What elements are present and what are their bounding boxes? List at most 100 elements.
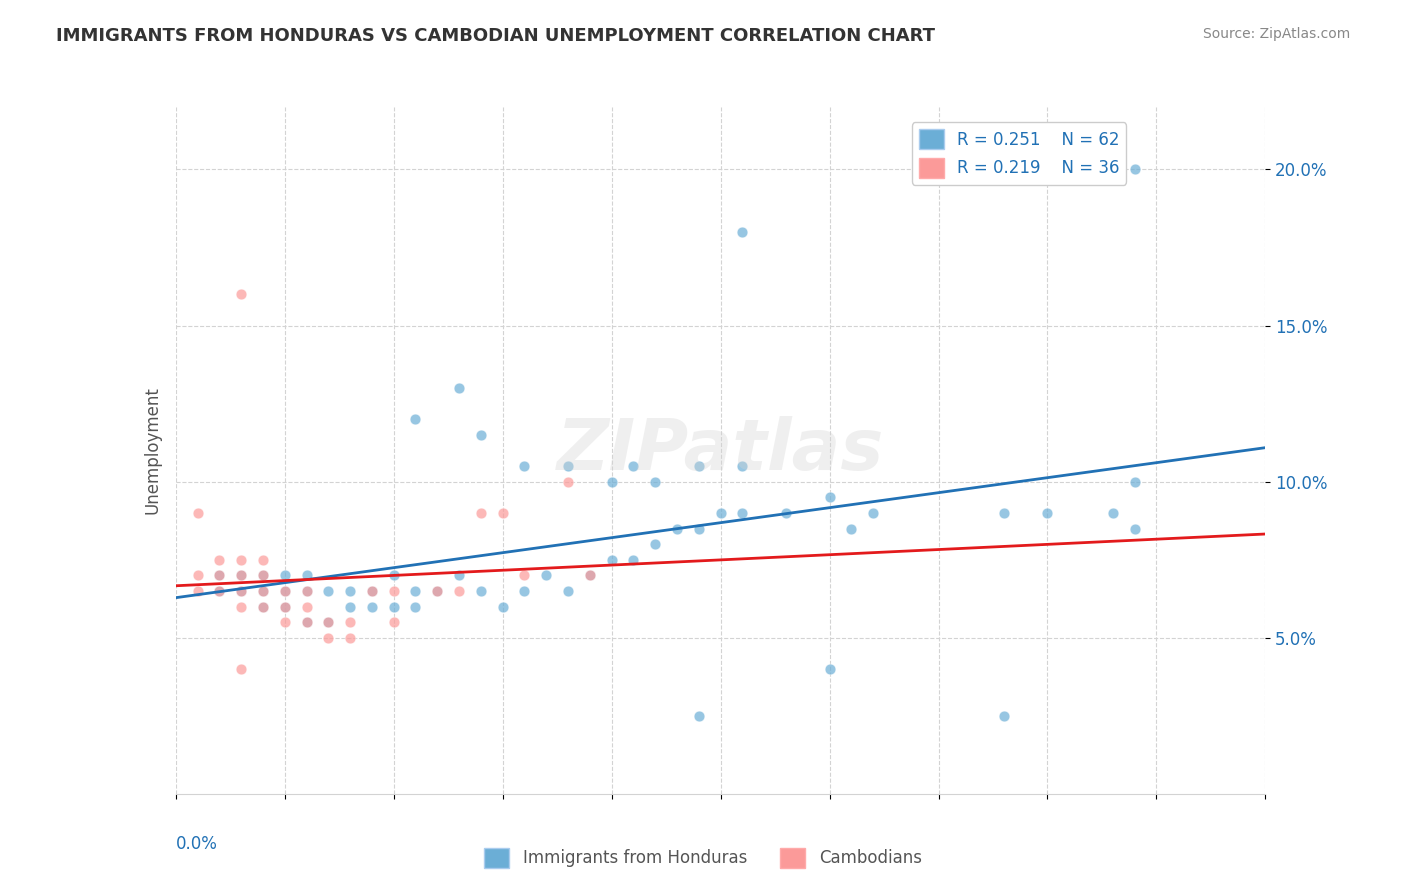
Point bbox=[492, 599, 515, 614]
Point bbox=[492, 506, 515, 520]
Text: 0.0%: 0.0% bbox=[176, 835, 218, 853]
Point bbox=[470, 427, 492, 442]
Point bbox=[382, 615, 405, 630]
Point bbox=[600, 552, 623, 567]
Point bbox=[579, 568, 602, 582]
Point bbox=[644, 475, 666, 489]
Point bbox=[339, 615, 361, 630]
Point bbox=[382, 568, 405, 582]
Point bbox=[231, 287, 253, 301]
Point bbox=[360, 599, 382, 614]
Point bbox=[252, 552, 274, 567]
Point bbox=[360, 583, 382, 598]
Point bbox=[186, 583, 209, 598]
Point bbox=[447, 381, 470, 395]
Point bbox=[186, 506, 209, 520]
Text: Source: ZipAtlas.com: Source: ZipAtlas.com bbox=[1202, 27, 1350, 41]
Point bbox=[841, 521, 863, 535]
Point bbox=[231, 568, 253, 582]
Legend: Immigrants from Honduras, Cambodians: Immigrants from Honduras, Cambodians bbox=[478, 841, 928, 875]
Point bbox=[295, 583, 318, 598]
Point bbox=[557, 475, 579, 489]
Point bbox=[513, 568, 536, 582]
Point bbox=[447, 568, 470, 582]
Point bbox=[818, 662, 841, 676]
Point bbox=[274, 583, 297, 598]
Point bbox=[666, 521, 689, 535]
Point bbox=[600, 475, 623, 489]
Point bbox=[295, 599, 318, 614]
Point bbox=[1123, 475, 1146, 489]
Point bbox=[470, 506, 492, 520]
Point bbox=[688, 521, 710, 535]
Point bbox=[252, 568, 274, 582]
Point bbox=[557, 458, 579, 473]
Point bbox=[318, 583, 340, 598]
Point bbox=[644, 537, 666, 551]
Point bbox=[252, 568, 274, 582]
Point bbox=[186, 568, 209, 582]
Point bbox=[405, 583, 427, 598]
Point bbox=[231, 568, 253, 582]
Point bbox=[382, 583, 405, 598]
Point bbox=[775, 506, 797, 520]
Point bbox=[274, 568, 297, 582]
Point bbox=[993, 506, 1015, 520]
Point bbox=[318, 615, 340, 630]
Point bbox=[231, 552, 253, 567]
Point bbox=[208, 552, 231, 567]
Point bbox=[382, 599, 405, 614]
Point bbox=[318, 631, 340, 645]
Point bbox=[252, 599, 274, 614]
Point bbox=[295, 568, 318, 582]
Point bbox=[1036, 506, 1059, 520]
Point bbox=[318, 615, 340, 630]
Point bbox=[208, 568, 231, 582]
Point bbox=[621, 552, 644, 567]
Point bbox=[208, 583, 231, 598]
Point bbox=[731, 506, 754, 520]
Point bbox=[1123, 521, 1146, 535]
Text: ZIPatlas: ZIPatlas bbox=[557, 416, 884, 485]
Point bbox=[534, 568, 557, 582]
Point bbox=[818, 490, 841, 504]
Point bbox=[274, 583, 297, 598]
Point bbox=[231, 583, 253, 598]
Point bbox=[295, 615, 318, 630]
Point bbox=[274, 615, 297, 630]
Point bbox=[252, 583, 274, 598]
Point bbox=[579, 568, 602, 582]
Point bbox=[513, 458, 536, 473]
Point bbox=[447, 583, 470, 598]
Point bbox=[405, 599, 427, 614]
Point bbox=[274, 599, 297, 614]
Legend: R = 0.251    N = 62, R = 0.219    N = 36: R = 0.251 N = 62, R = 0.219 N = 36 bbox=[912, 122, 1126, 185]
Point bbox=[731, 458, 754, 473]
Point bbox=[295, 615, 318, 630]
Point bbox=[426, 583, 449, 598]
Text: IMMIGRANTS FROM HONDURAS VS CAMBODIAN UNEMPLOYMENT CORRELATION CHART: IMMIGRANTS FROM HONDURAS VS CAMBODIAN UN… bbox=[56, 27, 935, 45]
Point bbox=[208, 583, 231, 598]
Point bbox=[339, 599, 361, 614]
Point bbox=[731, 225, 754, 239]
Point bbox=[231, 583, 253, 598]
Point bbox=[252, 583, 274, 598]
Point bbox=[426, 583, 449, 598]
Point bbox=[557, 583, 579, 598]
Point bbox=[405, 412, 427, 426]
Point bbox=[252, 599, 274, 614]
Point bbox=[688, 458, 710, 473]
Point bbox=[470, 583, 492, 598]
Point bbox=[1102, 506, 1125, 520]
Point bbox=[339, 583, 361, 598]
Point bbox=[710, 506, 733, 520]
Point bbox=[621, 458, 644, 473]
Y-axis label: Unemployment: Unemployment bbox=[143, 386, 162, 515]
Point bbox=[295, 583, 318, 598]
Point bbox=[688, 708, 710, 723]
Point bbox=[862, 506, 884, 520]
Point bbox=[993, 708, 1015, 723]
Point bbox=[339, 631, 361, 645]
Point bbox=[274, 599, 297, 614]
Point bbox=[208, 568, 231, 582]
